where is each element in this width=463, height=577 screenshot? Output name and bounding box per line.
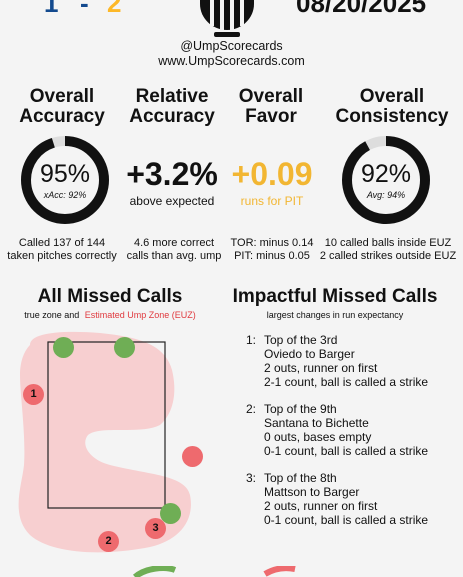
missed-call-marker[interactable] — [114, 337, 135, 358]
favor-heading-line1: Overall — [238, 86, 304, 107]
twitter-handle[interactable]: @UmpScorecards — [180, 39, 283, 53]
partial-chart-hint — [132, 566, 296, 577]
favor-desc-line2: PIT: minus 0.05 — [234, 250, 310, 262]
impactful-item-3: 3: Top of the 8th Mattson to Barger 2 ou… — [246, 471, 456, 527]
zone-legend-true: true zone and — [24, 310, 80, 320]
accuracy-heading-line1: Overall — [29, 86, 95, 107]
missed-call-marker[interactable]: 2 — [98, 531, 119, 552]
strike-zone-plot — [18, 331, 191, 553]
impactful-item-2: 2: Top of the 9th Santana to Bichette 0 … — [246, 402, 456, 458]
missed-call-marker[interactable] — [53, 337, 74, 358]
accuracy-xacc: xAcc: 92% — [43, 190, 87, 200]
home-score: 2 — [107, 0, 122, 18]
accuracy-heading-line2: Accuracy — [19, 106, 105, 127]
favor-sub: runs for PIT — [240, 194, 304, 208]
consistency-value: 92% — [360, 160, 412, 188]
relative-heading: Relative Accuracy — [122, 87, 222, 127]
missed-call-marker[interactable] — [182, 446, 203, 467]
zone-legend: true zone and Estimated Ump Zone (EUZ) — [0, 310, 220, 320]
relative-heading-line2: Accuracy — [129, 106, 215, 127]
consistency-avg: Avg: 94% — [366, 190, 406, 200]
favor-value: +0.09 — [231, 156, 313, 192]
accuracy-desc-line1: Called 137 of 144 — [18, 237, 106, 249]
consistency-heading-line2: Consistency — [335, 106, 449, 127]
impactful-inning: Top of the 3rd — [264, 333, 338, 347]
impactful-situation: 2 outs, runner on first — [264, 361, 378, 375]
relative-desc: 4.6 more correct calls than avg. ump — [122, 237, 226, 263]
accuracy-heading: Overall Accuracy — [12, 87, 112, 127]
impactful-subtitle: largest changes in run expectancy — [266, 310, 404, 320]
impactful-matchup: Santana to Bichette — [264, 416, 369, 430]
social-handles: @UmpScorecards www.UmpScorecards.com — [0, 39, 463, 69]
game-date: 08/20/2025 — [296, 0, 427, 18]
consistency-heading-line1: Overall — [359, 86, 425, 107]
consistency-desc-line2: 2 called strikes outside EUZ — [319, 250, 457, 262]
accuracy-desc-line2: taken pitches correctly — [7, 250, 117, 262]
score-dash: - — [80, 0, 89, 18]
relative-desc-line2: calls than avg. ump — [126, 250, 222, 262]
impactful-title: Impactful Missed Calls — [232, 286, 438, 307]
consistency-heading: Overall Consistency — [322, 87, 462, 127]
impactful-call: 0-1 count, ball is called a strike — [264, 444, 429, 458]
missed-call-marker[interactable]: 3 — [145, 518, 166, 539]
consistency-desc: 10 called balls inside EUZ 2 called stri… — [313, 237, 463, 263]
accuracy-value: 95% — [39, 160, 91, 188]
impactful-situation: 2 outs, runner on first — [264, 499, 378, 513]
impactful-num: 3: — [246, 471, 257, 485]
missed-calls-title: All Missed Calls — [37, 286, 183, 307]
impactful-item-1: 1: Top of the 3rd Oviedo to Barger 2 out… — [246, 333, 456, 389]
website-link[interactable]: www.UmpScorecards.com — [158, 54, 305, 68]
impactful-matchup: Mattson to Barger — [264, 485, 360, 499]
favor-desc-line1: TOR: minus 0.14 — [230, 237, 314, 249]
consistency-ring: 92% Avg: 94% — [341, 135, 431, 225]
impactful-call: 0-1 count, ball is called a strike — [264, 513, 429, 527]
impactful-matchup: Oviedo to Barger — [264, 347, 355, 361]
favor-heading-line2: Favor — [245, 106, 297, 127]
impactful-situation: 0 outs, bases empty — [264, 430, 372, 444]
impactful-inning: Top of the 8th — [264, 471, 337, 485]
consistency-desc-line1: 10 called balls inside EUZ — [324, 237, 452, 249]
favor-desc: TOR: minus 0.14 PIT: minus 0.05 — [224, 237, 320, 263]
away-score: 1 — [44, 0, 59, 18]
missed-call-marker[interactable]: 1 — [23, 384, 44, 405]
relative-heading-line1: Relative — [135, 86, 209, 107]
accuracy-ring: 95% xAcc: 92% — [20, 135, 110, 225]
umpire-icon — [200, 0, 254, 37]
relative-desc-line1: 4.6 more correct — [133, 237, 215, 249]
impactful-num: 1: — [246, 333, 257, 347]
relative-value: +3.2% — [126, 156, 218, 192]
accuracy-desc: Called 137 of 144 taken pitches correctl… — [0, 237, 124, 263]
missed-call-marker[interactable] — [160, 503, 181, 524]
zone-legend-euz: Estimated Ump Zone (EUZ) — [84, 310, 196, 320]
impactful-num: 2: — [246, 402, 257, 416]
relative-sub: above expected — [129, 194, 215, 208]
favor-heading: Overall Favor — [226, 87, 316, 127]
impactful-call: 2-1 count, ball is called a strike — [264, 375, 429, 389]
impactful-inning: Top of the 9th — [264, 402, 337, 416]
